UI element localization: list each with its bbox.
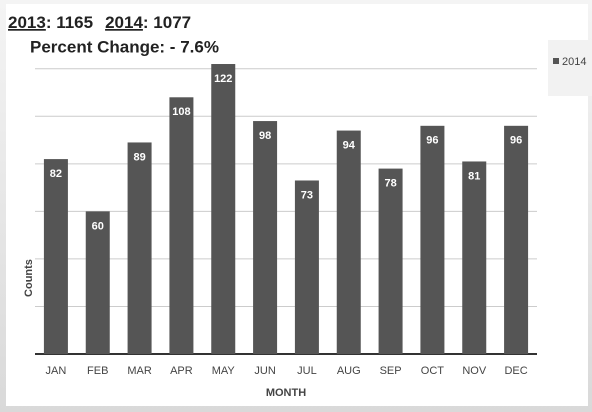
bar bbox=[462, 161, 487, 354]
x-tick-label: AUG bbox=[337, 365, 361, 377]
bar bbox=[85, 211, 110, 354]
x-tick-label: SEP bbox=[380, 365, 402, 377]
value-label: 82 bbox=[50, 168, 62, 180]
value-label: 122 bbox=[214, 73, 232, 85]
bar bbox=[420, 125, 445, 354]
annotation-year: 2013 bbox=[8, 13, 46, 32]
bar bbox=[169, 97, 194, 355]
bar bbox=[127, 142, 152, 354]
value-label: 73 bbox=[301, 189, 313, 201]
bar bbox=[211, 64, 236, 354]
value-label: 94 bbox=[343, 139, 356, 151]
legend-box bbox=[548, 40, 592, 96]
x-tick-label: JAN bbox=[46, 365, 67, 377]
percent-change: Percent Change: - 7.6% bbox=[30, 37, 219, 56]
value-label: 89 bbox=[133, 151, 145, 163]
bar bbox=[253, 121, 278, 354]
bar bbox=[294, 180, 319, 354]
legend-label: 2014 bbox=[562, 56, 586, 68]
bar bbox=[43, 159, 68, 354]
x-tick-label: OCT bbox=[421, 365, 445, 377]
x-axis-label: MONTH bbox=[266, 387, 306, 399]
annotation-text: : 1165 bbox=[46, 13, 93, 32]
annotation-year: 2014 bbox=[105, 13, 143, 32]
x-tick-label: FEB bbox=[87, 365, 108, 377]
value-label: 78 bbox=[384, 178, 396, 190]
value-label: 60 bbox=[92, 220, 104, 232]
legend-swatch bbox=[553, 58, 559, 64]
bar bbox=[504, 125, 529, 354]
annotation: 2013: 1165 2014: 1077 bbox=[8, 13, 191, 32]
y-axis-label: Counts bbox=[23, 259, 35, 297]
value-label: 96 bbox=[426, 135, 438, 147]
x-tick-label: DEC bbox=[504, 365, 527, 377]
x-tick-label: JUL bbox=[297, 365, 317, 377]
value-label: 98 bbox=[259, 130, 271, 142]
value-label: 96 bbox=[510, 135, 522, 147]
value-label: 81 bbox=[468, 170, 480, 182]
x-tick-label: MAY bbox=[212, 365, 236, 377]
x-tick-label: MAR bbox=[127, 365, 152, 377]
bar bbox=[336, 130, 361, 354]
x-tick-label: APR bbox=[170, 365, 193, 377]
x-tick-label: JUN bbox=[254, 365, 275, 377]
annotation-text: : 1077 bbox=[143, 13, 191, 32]
x-tick-label: NOV bbox=[462, 365, 487, 377]
value-label: 108 bbox=[172, 106, 190, 118]
bar bbox=[378, 168, 403, 354]
